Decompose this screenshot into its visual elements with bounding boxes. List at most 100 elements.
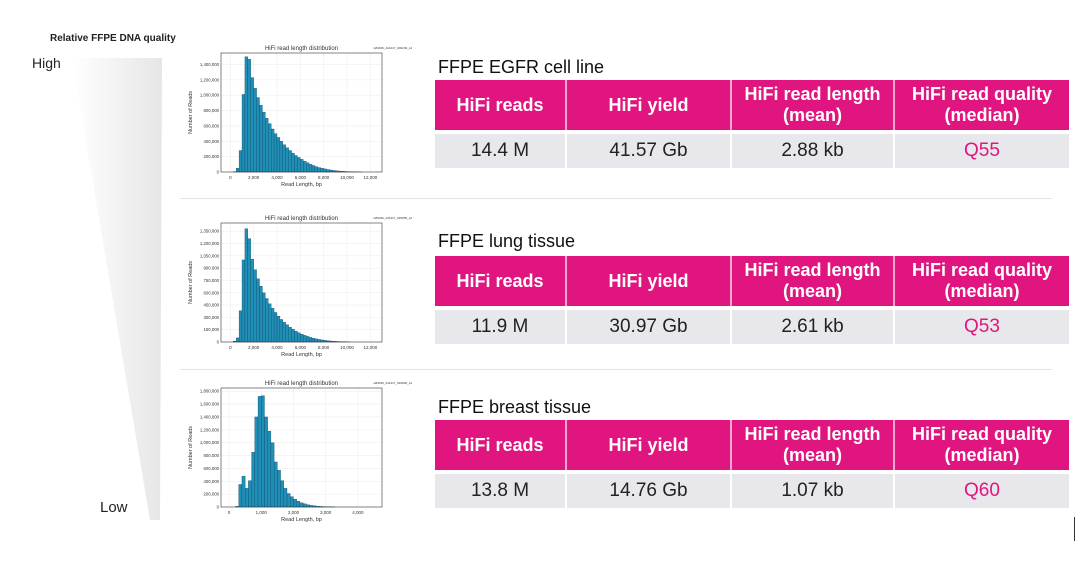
- histogram-bar: [279, 141, 283, 173]
- stat-value: 1.07 kb: [730, 470, 894, 508]
- quality-value: Q55: [893, 130, 1069, 168]
- histogram-bar: [238, 310, 243, 343]
- histogram-bar: [241, 259, 246, 343]
- x-tick-label: 2,000: [248, 345, 260, 350]
- histogram-bar: [303, 161, 307, 173]
- histogram-bar: [267, 430, 272, 508]
- stat-value: 14.76 Gb: [565, 470, 731, 508]
- histogram-bar: [285, 147, 289, 173]
- x-axis-label: Read Length, bp: [281, 352, 322, 358]
- x-tick-label: 4,000: [352, 510, 364, 515]
- stats-table: HiFi reads HiFi yield HiFi read length (me…: [435, 256, 1069, 344]
- x-tick-label: 10,000: [340, 175, 354, 180]
- histogram-bar: [297, 332, 301, 343]
- plot-frame: [220, 222, 383, 343]
- histogram-bar: [293, 499, 297, 508]
- quality-value: Q60: [893, 470, 1069, 508]
- y-tick-label: 400,000: [203, 139, 219, 144]
- stat-value: 2.61 kb: [730, 306, 894, 344]
- histogram-bar: [299, 502, 304, 508]
- histogram-bar: [323, 168, 327, 173]
- column-header: HiFi reads: [435, 256, 566, 308]
- x-tick-label: 12,000: [363, 175, 377, 180]
- sample-id-label: m84036_241217_020655_s2: [373, 216, 412, 220]
- histogram-bar: [265, 118, 269, 173]
- histogram-bar: [262, 111, 266, 173]
- y-tick-label: 1,000,000: [200, 440, 220, 445]
- histogram-bar: [247, 238, 251, 343]
- stat-value: 13.8 M: [435, 470, 566, 508]
- histogram-bar: [276, 315, 281, 343]
- histogram-bar: [276, 137, 281, 173]
- x-tick-label: 8,000: [318, 175, 330, 180]
- x-tick-label: 0: [229, 345, 232, 350]
- histogram-bar: [306, 162, 310, 173]
- stat-value: 30.97 Gb: [565, 306, 731, 344]
- stat-value: 41.57 Gb: [565, 130, 731, 168]
- column-header: HiFi yield: [565, 420, 731, 472]
- histogram-chart: 0 2,000 4,000 6,000 8,000 10,000 12,000 0 150,00…: [188, 216, 412, 358]
- histogram-bar: [317, 167, 321, 173]
- sample-id-label: m84036_241217_000249_s4: [373, 46, 412, 50]
- histogram-bar: [253, 269, 257, 343]
- stats-table: HiFi reads HiFi yield HiFi read length (me…: [435, 420, 1069, 508]
- histogram-bar: [308, 337, 313, 343]
- y-tick-label: 200,000: [203, 154, 219, 159]
- x-tick-label: 2,000: [248, 175, 260, 180]
- histogram-bar: [286, 493, 291, 508]
- chart-title: HiFi read length distribution: [265, 216, 338, 222]
- histogram-bar: [248, 480, 252, 508]
- y-tick-label: 300,000: [203, 315, 219, 320]
- y-axis-label: Number of Reads: [188, 261, 194, 304]
- histogram-bar: [268, 123, 272, 173]
- x-tick-label: 2,000: [288, 510, 300, 515]
- histogram-bar: [265, 298, 269, 343]
- y-tick-label: 200,000: [203, 492, 219, 497]
- sample-title: FFPE EGFR cell line: [438, 57, 605, 77]
- sample-id-label: m84036_241217_040830_s3: [373, 381, 412, 385]
- y-tick-label: 1,200,000: [200, 77, 220, 82]
- histogram-bar: [270, 442, 275, 508]
- y-tick-label: 1,400,000: [200, 414, 220, 419]
- y-tick-label: 900,000: [203, 266, 219, 271]
- histogram-bar: [306, 336, 310, 343]
- y-tick-label: 600,000: [203, 466, 219, 471]
- histogram-bar: [317, 339, 321, 343]
- column-header: HiFi reads: [435, 80, 566, 132]
- x-tick-label: 12,000: [363, 345, 377, 350]
- histogram-bar: [271, 308, 275, 343]
- histogram-bar: [238, 150, 243, 173]
- histogram-bar: [264, 416, 268, 508]
- histogram-bar: [296, 501, 301, 508]
- histogram-bar: [291, 329, 295, 343]
- histogram-bar: [236, 168, 240, 173]
- low-label: Low: [100, 499, 128, 516]
- histogram-bar: [288, 327, 292, 343]
- chart-title: HiFi read length distribution: [265, 381, 338, 387]
- quality-value: Q53: [893, 306, 1069, 344]
- histogram-bar: [261, 395, 265, 508]
- stat-value: 11.9 M: [435, 306, 566, 344]
- quality-axis-title: Relative FFPE DNA quality: [50, 33, 176, 44]
- header-row: HiFi reads HiFi yield HiFi read length (me…: [435, 256, 1069, 308]
- y-tick-label: 800,000: [203, 453, 219, 458]
- y-tick-label: 0: [217, 340, 220, 345]
- histogram-bar: [288, 150, 292, 173]
- histogram-bar: [302, 503, 307, 508]
- y-tick-label: 150,000: [203, 327, 219, 332]
- histogram-bar: [308, 164, 313, 173]
- histogram-bar: [273, 133, 278, 173]
- x-tick-label: 6,000: [295, 175, 307, 180]
- histogram-bar: [291, 153, 295, 173]
- histogram-bar: [236, 337, 240, 343]
- histogram-bar: [262, 292, 266, 343]
- histogram-bar: [250, 258, 254, 343]
- histogram-bar: [241, 94, 246, 173]
- histogram-bar: [285, 324, 289, 343]
- histogram-bar: [294, 155, 298, 173]
- y-tick-label: 0: [217, 505, 220, 510]
- table-row: 11.9 M 30.97 Gb 2.61 kb Q53: [435, 306, 1069, 344]
- y-axis-label: Number of Reads: [188, 91, 194, 134]
- column-header: HiFi read quality (median): [893, 80, 1069, 132]
- histogram-bar: [257, 396, 262, 508]
